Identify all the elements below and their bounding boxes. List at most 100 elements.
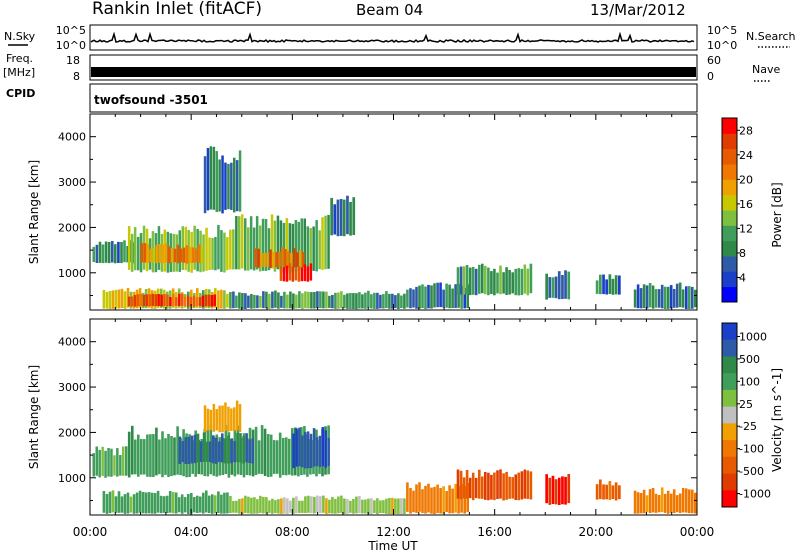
velocity-cell (648, 489, 652, 513)
velocity-cell (177, 497, 181, 513)
velocity-cell (129, 496, 133, 513)
colorbar-swatch (722, 440, 737, 458)
velocity-cell (285, 437, 288, 476)
power-cell (502, 272, 505, 294)
colorbar-swatch (722, 406, 737, 424)
velocity-cell (681, 488, 685, 513)
velocity-cell (319, 496, 322, 514)
velocity-cell (158, 439, 161, 475)
velocity-cell (113, 455, 116, 476)
velocity-cell (277, 499, 280, 514)
velocity-cell (250, 497, 253, 514)
velocity-cell (355, 496, 358, 514)
power-cell (685, 286, 688, 309)
velocity-cell (203, 405, 207, 433)
power-cell (334, 292, 337, 309)
power-cell (105, 291, 109, 309)
velocity-cell (457, 485, 460, 514)
power-cell (215, 151, 218, 212)
y-tick-label: 3000 (58, 381, 86, 394)
power-cell (672, 289, 676, 308)
velocity-cell (170, 436, 173, 477)
y-tick-label: 2000 (58, 426, 86, 439)
power-cell (561, 275, 564, 299)
velocity-cell (229, 496, 232, 513)
power-cell (481, 263, 484, 294)
velocity-cell (131, 425, 134, 475)
power-cell (126, 246, 129, 263)
power-cell (197, 244, 201, 264)
power-cell (101, 244, 105, 264)
power-cell (257, 248, 260, 268)
y-tick-label: 1000 (58, 267, 86, 280)
colorbar-swatch (722, 225, 737, 242)
velocity-cell (155, 427, 158, 476)
velocity-cell (346, 499, 349, 514)
power-cell (321, 217, 324, 270)
power-cell (152, 248, 156, 263)
velocity-cell (110, 448, 113, 477)
power-colorbar: 4 8 12 16 20 24 28 (721, 117, 753, 303)
velocity-cell (295, 496, 298, 514)
power-cell (319, 291, 322, 309)
power-cell (557, 271, 561, 300)
velocity-cell (247, 496, 250, 514)
power-cell (315, 220, 318, 272)
velocity-cell (331, 496, 334, 514)
velocity-cell (481, 476, 484, 499)
power-cell (551, 277, 555, 298)
power-cell (288, 263, 292, 281)
velocity-cell (107, 448, 110, 477)
freq-trace-band (91, 67, 696, 77)
power-cell (241, 214, 244, 269)
power-cell (133, 295, 137, 307)
nsearch-label: N.Search (746, 30, 796, 43)
velocity-cell (282, 437, 285, 476)
power-cell (227, 163, 230, 210)
power-cell (459, 266, 463, 295)
velocity-cell (306, 431, 310, 469)
velocity-cell (187, 436, 191, 465)
power-cell (291, 223, 295, 273)
freq-left-tick-bottom: 8 (73, 70, 80, 83)
velocity-cell (304, 496, 307, 514)
velocity-cell (266, 434, 270, 477)
power-cell (388, 293, 391, 309)
velocity-cell (209, 409, 213, 431)
power-cell (293, 248, 296, 268)
power-cell (313, 292, 316, 309)
power-cell (163, 294, 166, 307)
power-cell (471, 267, 475, 295)
power-cell (654, 289, 658, 308)
power-cell (154, 294, 157, 307)
velocity-cell (134, 439, 137, 475)
power-cell (117, 241, 120, 263)
power-cell (200, 245, 204, 264)
velocity-cell (669, 493, 673, 513)
power-cell (370, 294, 373, 309)
power-cell (312, 226, 315, 271)
power-cell (187, 230, 190, 272)
power-cell (385, 291, 388, 308)
power-cell (310, 292, 313, 309)
power-cell (297, 221, 300, 273)
velocity-cell (257, 440, 261, 474)
power-cell (493, 268, 496, 296)
power-cell (244, 218, 247, 271)
power-axis: 1000 2000 3000 4000 (58, 114, 698, 310)
colorbar-swatch (722, 339, 737, 357)
power-cell (283, 291, 286, 309)
power-cell (648, 283, 652, 308)
velocity-cell (639, 493, 643, 514)
velocity-cell (227, 406, 230, 432)
velocity-cell (691, 489, 694, 514)
power-data (92, 146, 697, 310)
power-cell (280, 295, 283, 308)
power-cell (107, 242, 111, 264)
velocity-cell (101, 446, 104, 476)
cpid-panel-frame (89, 83, 698, 113)
power-cell (287, 250, 290, 268)
power-cell (282, 267, 286, 282)
velocity-cell (211, 494, 214, 514)
power-cell (272, 252, 275, 268)
